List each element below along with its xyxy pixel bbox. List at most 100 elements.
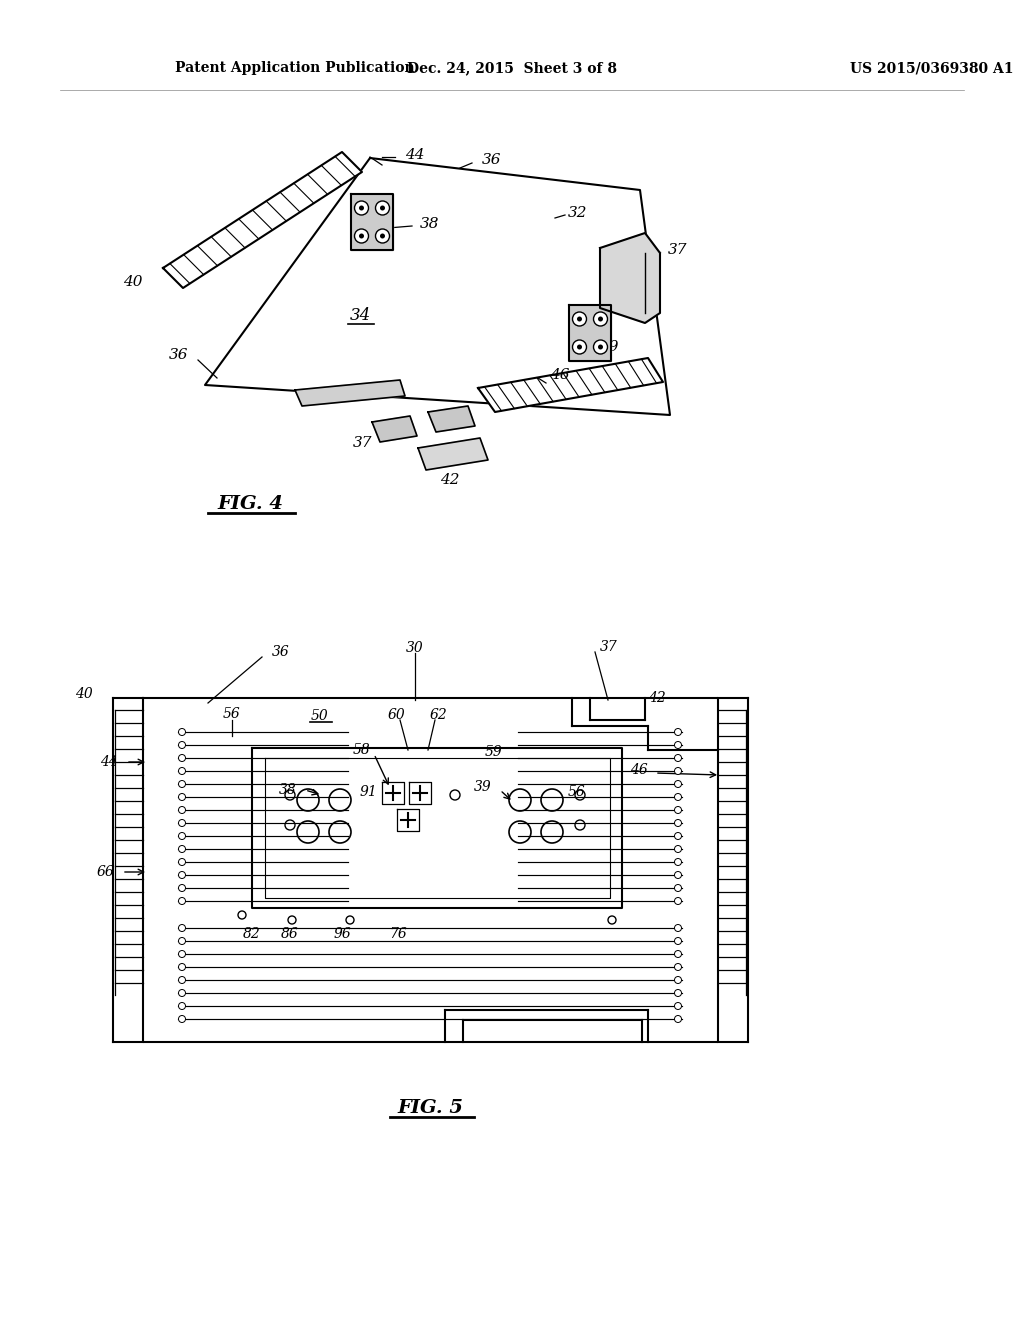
Circle shape [675,1002,682,1010]
Text: 86: 86 [282,927,299,941]
Circle shape [178,1002,185,1010]
Text: 30: 30 [407,642,424,655]
Circle shape [178,729,185,735]
Circle shape [675,729,682,735]
Text: 60: 60 [387,708,404,722]
Circle shape [675,807,682,813]
Text: 36: 36 [272,645,290,659]
Circle shape [675,884,682,891]
Circle shape [178,964,185,970]
Circle shape [675,858,682,866]
Circle shape [178,884,185,891]
Text: 44: 44 [100,755,118,770]
Circle shape [178,767,185,775]
Circle shape [572,312,587,326]
Circle shape [376,201,389,215]
Text: 56: 56 [223,708,241,721]
Text: 44: 44 [406,148,425,162]
Circle shape [675,793,682,800]
Circle shape [577,317,582,322]
Circle shape [178,898,185,904]
Polygon shape [418,438,488,470]
Polygon shape [428,407,475,432]
Text: US 2015/0369380 A1: US 2015/0369380 A1 [850,61,1014,75]
Circle shape [675,833,682,840]
Circle shape [572,341,587,354]
Circle shape [178,846,185,853]
Circle shape [675,898,682,904]
Text: 34: 34 [349,306,371,323]
Circle shape [675,977,682,983]
Circle shape [354,201,369,215]
Circle shape [178,858,185,866]
Polygon shape [600,234,660,323]
Circle shape [359,234,364,239]
Circle shape [178,793,185,800]
Circle shape [675,820,682,826]
Text: FIG. 4: FIG. 4 [217,495,283,513]
Text: 46: 46 [630,763,648,777]
Text: 37: 37 [600,640,617,653]
Circle shape [598,317,603,322]
Text: 96: 96 [333,927,351,941]
Text: 82: 82 [243,927,261,941]
Circle shape [178,950,185,957]
Text: 37: 37 [668,243,687,257]
Text: FIG. 5: FIG. 5 [397,1100,463,1117]
Circle shape [376,228,389,243]
Text: 39: 39 [474,780,492,795]
Circle shape [675,1015,682,1023]
Circle shape [178,1015,185,1023]
Text: 38: 38 [280,783,297,797]
Circle shape [675,964,682,970]
Text: 36: 36 [482,153,502,168]
Circle shape [675,780,682,788]
Circle shape [675,950,682,957]
Circle shape [178,924,185,932]
Polygon shape [569,305,611,360]
Text: 32: 32 [568,206,588,220]
Text: 42: 42 [440,473,460,487]
Circle shape [178,807,185,813]
Polygon shape [478,358,663,412]
Text: 38: 38 [420,216,439,231]
Circle shape [354,228,369,243]
Text: 42: 42 [648,690,666,705]
Text: 56: 56 [568,785,586,799]
Circle shape [594,312,607,326]
Circle shape [380,234,385,239]
Circle shape [178,742,185,748]
Text: 50: 50 [311,709,329,723]
Circle shape [675,871,682,879]
Circle shape [577,345,582,350]
Circle shape [594,341,607,354]
Circle shape [675,924,682,932]
Circle shape [675,742,682,748]
Text: 76: 76 [389,927,407,941]
Circle shape [675,937,682,945]
Text: Dec. 24, 2015  Sheet 3 of 8: Dec. 24, 2015 Sheet 3 of 8 [407,61,617,75]
Polygon shape [163,152,362,288]
Text: 58: 58 [352,743,370,756]
Circle shape [178,833,185,840]
Text: 66: 66 [96,865,114,879]
Text: 59: 59 [485,744,503,759]
Circle shape [178,780,185,788]
Circle shape [675,767,682,775]
Circle shape [178,871,185,879]
Circle shape [178,977,185,983]
Text: 36: 36 [169,348,188,362]
Circle shape [359,206,364,210]
Text: 40: 40 [124,275,143,289]
Text: 62: 62 [429,708,446,722]
Circle shape [675,990,682,997]
Circle shape [380,206,385,210]
Circle shape [675,755,682,762]
Text: 40: 40 [75,686,93,701]
Polygon shape [351,194,393,249]
Text: 91: 91 [359,785,377,799]
Circle shape [178,990,185,997]
Polygon shape [372,416,417,442]
Circle shape [178,937,185,945]
Text: 39: 39 [600,341,620,354]
